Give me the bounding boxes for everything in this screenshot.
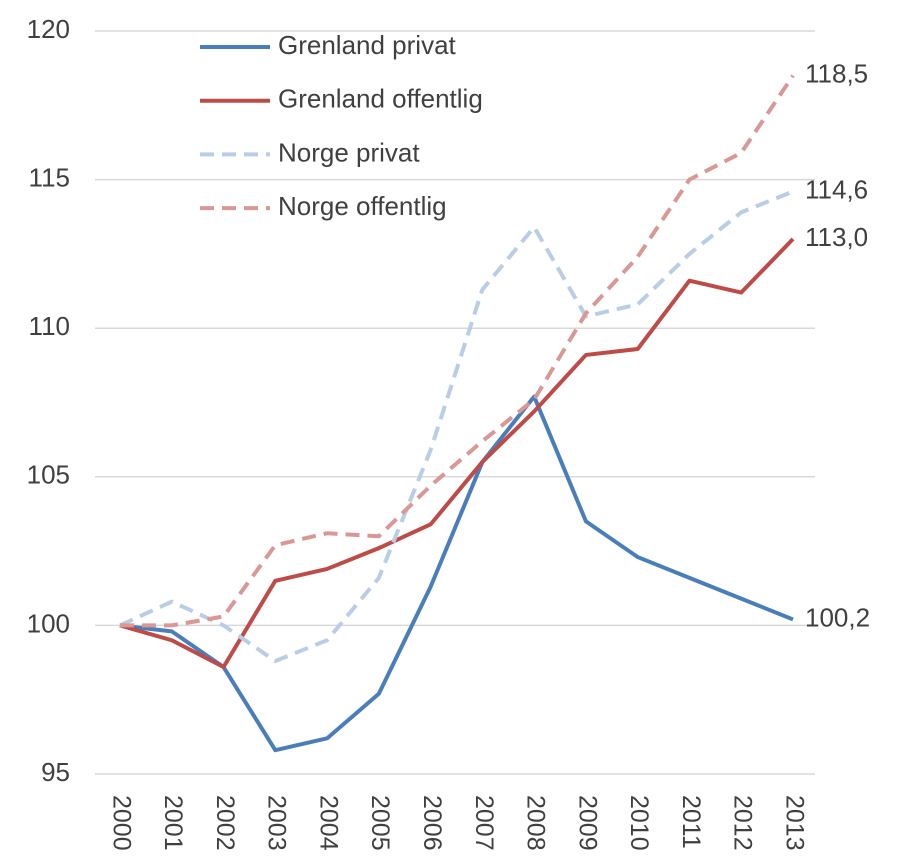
series-line (120, 74, 795, 628)
x-tick-label: 2008 (522, 795, 550, 851)
x-tick-label: 2001 (159, 795, 187, 851)
data-label: 113,0 (805, 222, 868, 252)
x-tick-label: 2006 (418, 795, 446, 851)
x-tick-label: 2000 (107, 795, 135, 851)
x-tick-label: 2010 (625, 795, 653, 851)
x-tick-label: 2002 (211, 795, 239, 851)
data-label: 118,5 (805, 58, 868, 88)
x-tick-label: 2011 (677, 795, 705, 849)
x-tick-label: 2003 (263, 795, 291, 851)
x-tick-label: 2004 (314, 795, 342, 851)
series-line (119, 189, 794, 664)
legend-label: Grenland privat (278, 30, 457, 60)
y-tick-label: 120 (27, 14, 70, 44)
y-tick-label: 95 (41, 757, 70, 787)
series-line (119, 394, 794, 753)
x-tick-label: 2009 (573, 795, 601, 851)
data-label: 100,2 (805, 602, 870, 632)
data-label: 114,6 (805, 174, 868, 204)
series-line (119, 237, 795, 670)
x-tick-label: 2005 (366, 795, 394, 851)
y-tick-label: 110 (29, 311, 70, 341)
x-tick-label: 2007 (470, 795, 498, 851)
x-tick-label: 2013 (780, 795, 808, 851)
y-tick-label: 115 (29, 162, 70, 192)
x-tick-label: 2012 (729, 795, 757, 851)
legend-label: Norge offentlig (278, 191, 447, 221)
y-tick-label: 105 (27, 460, 70, 490)
legend-label: Norge privat (278, 137, 420, 167)
y-tick-label: 100 (27, 608, 70, 638)
legend-label: Grenland offentlig (278, 84, 483, 114)
